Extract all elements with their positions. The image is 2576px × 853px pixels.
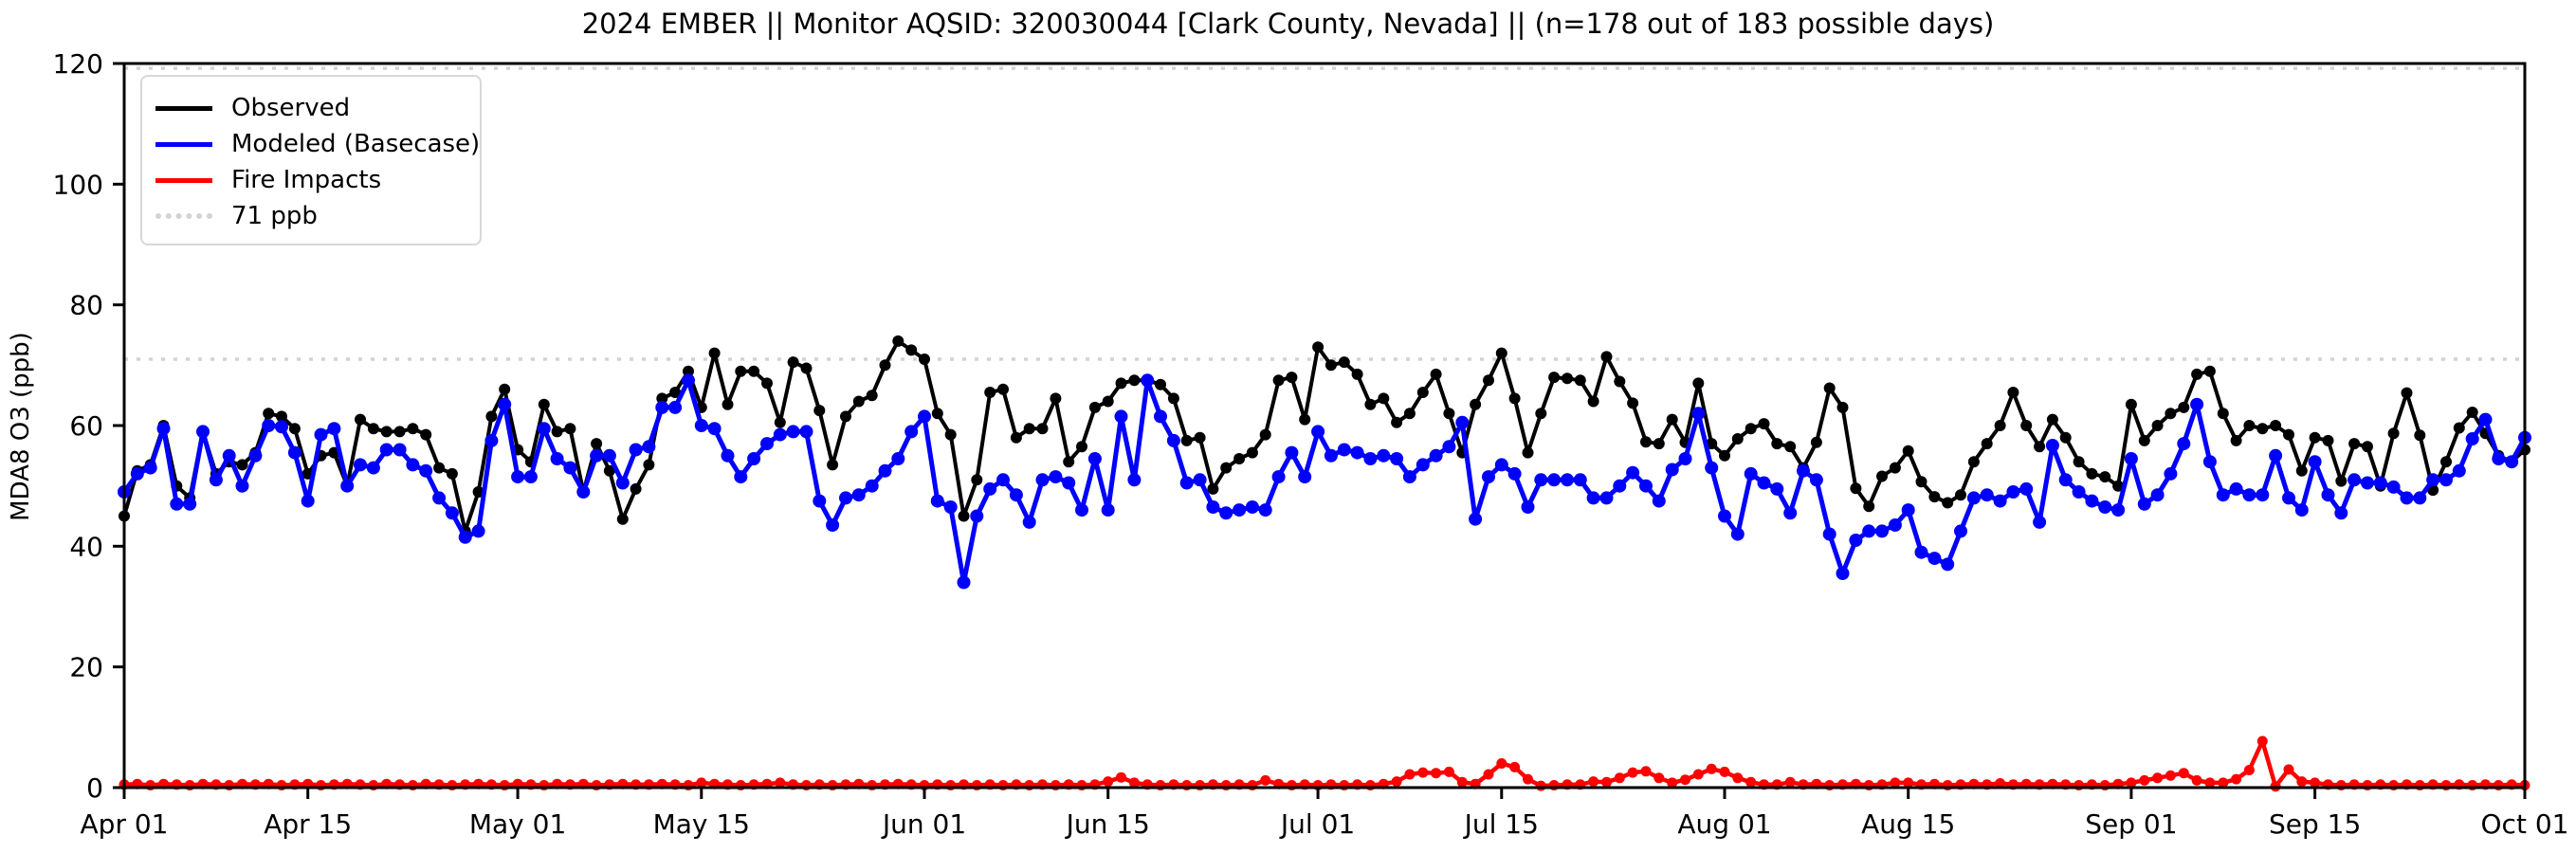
legend-item-fire: Fire Impacts: [155, 162, 474, 198]
legend-item-observed: Observed: [155, 90, 474, 126]
legend-item-reference: 71 ppb: [155, 198, 474, 234]
svg-text:100: 100: [53, 169, 103, 200]
x-axis-ticks: Apr 01 Apr 15 May 01 May 15 Jun 01 Jun 15 Jul …: [81, 788, 2569, 840]
svg-text:Aug 15: Aug 15: [1861, 808, 1955, 840]
svg-text:Sep 01: Sep 01: [2085, 808, 2177, 840]
svg-text:Apr 15: Apr 15: [264, 808, 352, 840]
svg-text:Jun 15: Jun 15: [1065, 808, 1150, 840]
svg-text:80: 80: [69, 290, 103, 321]
svg-text:Sep 15: Sep 15: [2269, 808, 2361, 840]
svg-text:Jul 15: Jul 15: [1463, 808, 1539, 840]
svg-text:40: 40: [69, 531, 103, 562]
legend-label-observed: Observed: [231, 94, 351, 122]
reference-line-swatch: [155, 213, 212, 219]
svg-text:20: 20: [69, 652, 103, 683]
svg-text:Aug 01: Aug 01: [1677, 808, 1771, 840]
svg-text:Jun 01: Jun 01: [881, 808, 966, 840]
fire-line-swatch: [155, 177, 212, 183]
modeled-series: [121, 377, 2528, 585]
legend-label-modeled: Modeled (Basecase): [231, 130, 481, 158]
svg-text:May 15: May 15: [653, 808, 750, 840]
svg-text:Oct 01: Oct 01: [2481, 808, 2569, 840]
chart-title: 2024 EMBER || Monitor AQSID: 320030044 […: [581, 8, 1995, 40]
svg-text:120: 120: [53, 48, 103, 80]
legend-box: Observed Modeled (Basecase) Fire Impacts…: [140, 75, 482, 245]
svg-text:0: 0: [86, 772, 103, 804]
legend-label-reference: 71 ppb: [231, 202, 318, 230]
y-axis-ticks: 0 20 40 60 80 100 120: [53, 48, 124, 804]
legend-item-modeled: Modeled (Basecase): [155, 126, 480, 162]
modeled-line-swatch: [155, 141, 212, 147]
svg-text:Jul 01: Jul 01: [1279, 808, 1355, 840]
axes-border: [122, 62, 2527, 789]
svg-text:May 01: May 01: [469, 808, 566, 840]
svg-text:60: 60: [69, 410, 103, 442]
observed-line-swatch: [155, 105, 212, 111]
fire-series: [123, 738, 2526, 789]
modeled-series-markers: [118, 373, 2531, 590]
observed-series: [122, 338, 2527, 534]
legend-label-fire: Fire Impacts: [231, 166, 382, 194]
svg-text:Apr 01: Apr 01: [81, 808, 169, 840]
